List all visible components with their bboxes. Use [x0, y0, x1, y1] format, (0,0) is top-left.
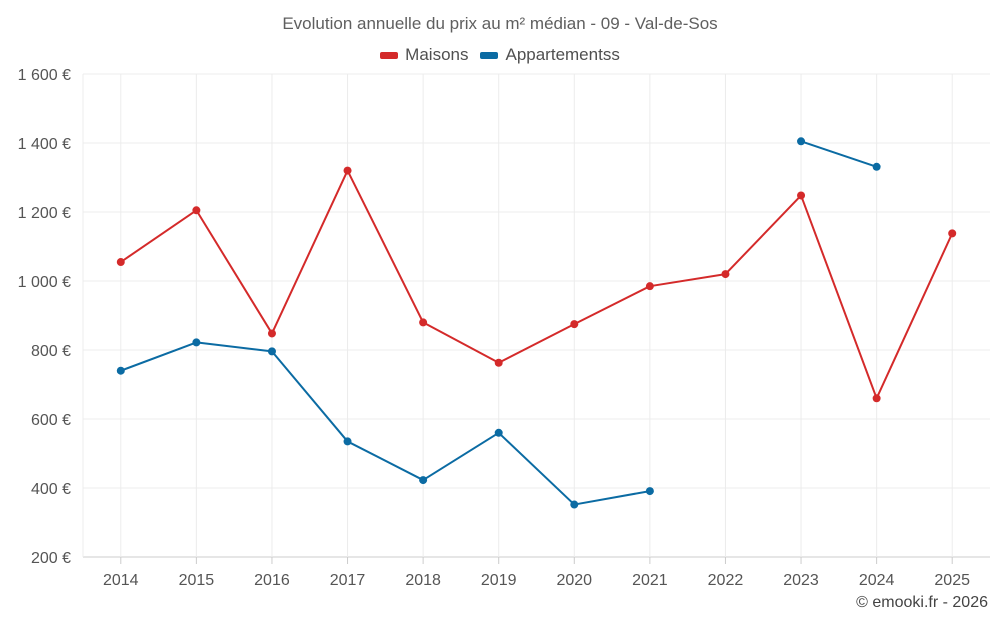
data-point-maisons	[343, 166, 352, 175]
x-tick-label: 2025	[934, 572, 970, 589]
legend-label-maisons: Maisons	[405, 45, 469, 64]
data-point-maisons	[267, 329, 276, 338]
legend-swatch-appartements	[480, 51, 499, 59]
data-point-maisons	[797, 191, 806, 200]
y-tick-label: 200 €	[31, 550, 71, 567]
series-line-appartements	[120, 341, 651, 506]
y-tick-label: 800 €	[31, 343, 71, 360]
legend-item-appartements[interactable]: Appartementss	[480, 45, 620, 65]
data-point-appartements	[797, 137, 806, 146]
data-point-appartements	[494, 428, 503, 437]
data-point-maisons	[116, 258, 125, 267]
legend-swatch-maisons	[380, 51, 399, 59]
legend-label-appartements: Appartementss	[505, 45, 620, 64]
x-tick-label: 2021	[632, 572, 668, 589]
data-point-maisons	[721, 270, 730, 279]
x-tick-label: 2018	[405, 572, 441, 589]
x-tick-label: 2022	[708, 572, 744, 589]
series-line-appartements	[800, 140, 877, 168]
data-point-maisons	[494, 358, 503, 367]
chart-legend: Maisons Appartementss	[0, 45, 1000, 65]
data-point-maisons	[419, 318, 428, 327]
data-point-appartements	[267, 347, 276, 356]
data-point-appartements	[570, 500, 579, 509]
y-tick-label: 1 000 €	[18, 274, 71, 291]
x-tick-label: 2015	[179, 572, 215, 589]
data-point-maisons	[948, 229, 957, 238]
data-point-appartements	[645, 487, 654, 496]
y-tick-label: 400 €	[31, 481, 71, 498]
y-tick-label: 600 €	[31, 412, 71, 429]
x-tick-label: 2014	[103, 572, 139, 589]
data-point-appartements	[116, 366, 125, 375]
data-point-maisons	[645, 282, 654, 291]
legend-item-maisons[interactable]: Maisons	[380, 45, 468, 65]
series-line-maisons	[120, 169, 954, 400]
x-tick-label: 2023	[783, 572, 819, 589]
x-tick-label: 2019	[481, 572, 517, 589]
data-point-maisons	[570, 320, 579, 329]
y-tick-label: 1 200 €	[18, 205, 71, 222]
y-tick-label: 1 600 €	[18, 67, 71, 84]
x-tick-label: 2017	[330, 572, 366, 589]
data-point-maisons	[872, 394, 881, 403]
data-point-appartements	[419, 476, 428, 485]
y-tick-label: 1 400 €	[18, 136, 71, 153]
x-tick-label: 2020	[556, 572, 592, 589]
data-point-maisons	[192, 206, 201, 215]
credit-text: © emooki.fr - 2026	[856, 594, 988, 611]
data-point-appartements	[872, 162, 881, 171]
data-point-appartements	[343, 437, 352, 446]
data-point-appartements	[192, 338, 201, 347]
chart-title: Evolution annuelle du prix au m² médian …	[282, 14, 718, 33]
x-tick-label: 2024	[859, 572, 895, 589]
x-tick-label: 2016	[254, 572, 290, 589]
